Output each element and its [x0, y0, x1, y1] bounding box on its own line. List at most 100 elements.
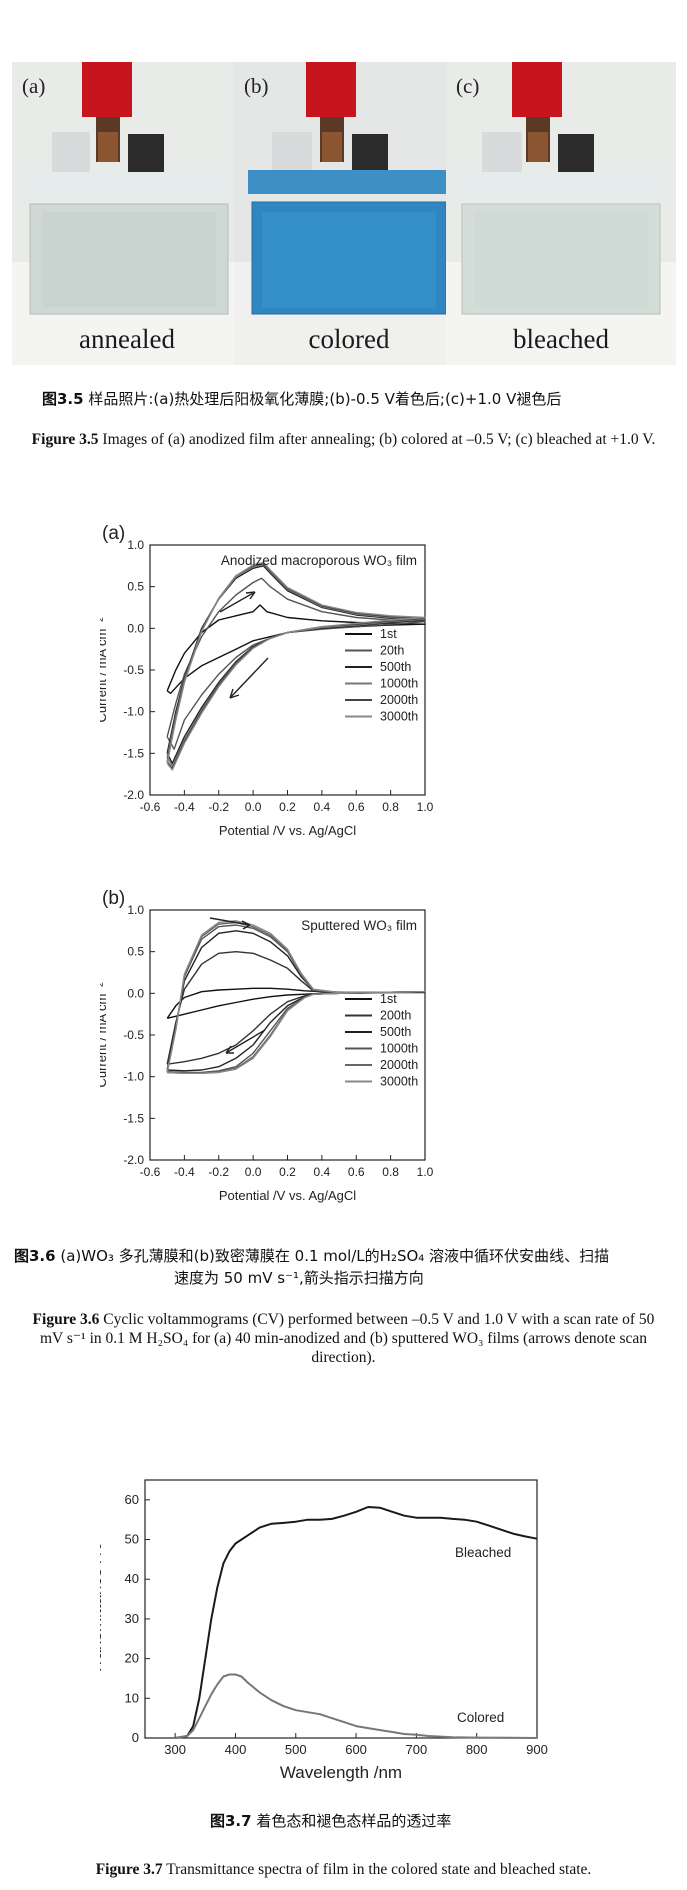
- x-tick-label: -0.6: [140, 1165, 161, 1179]
- x-tick-label: -0.6: [140, 800, 161, 814]
- caption-text: (a)WO₃ 多孔薄膜和(b)致密薄膜在 0.1 mol/L的H₂SO₄ 溶液中…: [60, 1247, 610, 1265]
- figure-3-6-caption-cn: 图3.6 (a)WO₃ 多孔薄膜和(b)致密薄膜在 0.1 mol/L的H₂SO…: [14, 1245, 674, 1289]
- annotation-colored: Colored: [457, 1710, 504, 1725]
- photo-label: annealed: [79, 324, 175, 354]
- y-tick-label: 40: [125, 1571, 139, 1586]
- y-tick-label: -1.5: [123, 1111, 144, 1125]
- photo-label: bleached: [513, 324, 609, 354]
- x-tick-label: -0.4: [174, 800, 195, 814]
- legend-label: 1st: [380, 627, 397, 641]
- photo-letter: (c): [456, 74, 480, 98]
- series-line-Colored: [175, 1673, 538, 1739]
- y-tick-label: -1.0: [123, 1070, 144, 1084]
- x-axis-label: Potential /V vs. Ag/AgCl: [219, 823, 356, 838]
- caption-text: Images of (a) anodized film after anneal…: [102, 431, 656, 448]
- series-line-Bleached: [175, 1506, 538, 1739]
- y-tick-label: -2.0: [123, 788, 144, 802]
- caption-text: 着色态和褪色态样品的透过率: [256, 1812, 452, 1830]
- y-tick-label: 0.5: [127, 580, 144, 594]
- x-tick-label: 0.0: [245, 1165, 262, 1179]
- photo-letter: (b): [244, 74, 269, 98]
- y-tick-label: 1.0: [127, 903, 144, 917]
- x-tick-label: 0.6: [348, 1165, 365, 1179]
- cv-chart-sputtered: -0.6 -0.4 -0.2 0.0 0.2 0.4 0.6 0.8 1.0 1.0 0.5 0.0 -…: [100, 888, 434, 1203]
- y-tick-label: -2.0: [123, 1153, 144, 1167]
- series-line-1st: [166, 604, 426, 695]
- chart-title: Sputtered WO₃ film: [301, 918, 417, 933]
- photo-bleached: (c) bleached: [446, 62, 676, 365]
- legend-label: 3000th: [380, 710, 418, 724]
- y-tick-label: -0.5: [123, 1028, 144, 1042]
- y-tick-label: 0: [132, 1730, 139, 1745]
- x-axis-label: Wavelength /nm: [280, 1763, 402, 1782]
- caption-text: Transmittance spectra of film in the col…: [166, 1861, 592, 1878]
- y-axis-label: Transmittance /%: [100, 1543, 105, 1675]
- y-axis-label: Current / mA cm⁻²: [100, 617, 109, 723]
- figure-3-5-caption-cn: 图3.5 样品照片:(a)热处理后阳极氧化薄膜;(b)-0.5 V着色后;(c)…: [42, 388, 662, 409]
- scan-arrow-down-head: [229, 688, 240, 699]
- annotation-bleached: Bleached: [455, 1545, 511, 1560]
- series-line-3000th: [166, 920, 426, 1075]
- legend-label: 500th: [380, 1025, 411, 1039]
- legend-label: 1st: [380, 992, 397, 1006]
- x-tick-label: -0.2: [208, 800, 229, 814]
- caption-number: Figure 3.7: [95, 1861, 163, 1878]
- x-tick-label: 300: [164, 1742, 186, 1757]
- x-tick-label: 1.0: [417, 1165, 434, 1179]
- caption-number: Figure 3.6: [32, 1311, 100, 1328]
- legend-label: 500th: [380, 660, 411, 674]
- x-tick-label: 400: [225, 1742, 247, 1757]
- x-tick-label: 0.8: [382, 800, 399, 814]
- legend-label: 1000th: [380, 677, 418, 691]
- y-tick-label: 60: [125, 1492, 139, 1507]
- transmittance-chart: 300 400 500 600 700 800 900 0 10 20 30 40 50 60 Wavele…: [100, 1479, 548, 1782]
- y-tick-label: 20: [125, 1651, 139, 1666]
- y-tick-label: -1.5: [123, 746, 144, 760]
- y-tick-label: 1.0: [127, 538, 144, 552]
- figure-3-7-caption-cn: 图3.7 着色态和褪色态样品的透过率: [210, 1810, 510, 1831]
- x-tick-label: 0.2: [279, 1165, 296, 1179]
- x-tick-label: 800: [466, 1742, 488, 1757]
- y-tick-label: -0.5: [123, 663, 144, 677]
- legend-label: 200th: [380, 1009, 411, 1023]
- caption-text: 样品照片:(a)热处理后阳极氧化薄膜;(b)-0.5 V着色后;(c)+1.0 …: [88, 390, 562, 408]
- scan-arrow-down: [225, 1029, 266, 1054]
- y-tick-label: 10: [125, 1690, 139, 1705]
- plot-frame: [144, 1479, 538, 1739]
- photo-colored: (b) colored: [234, 62, 464, 365]
- figure-3-6-caption-en: Figure 3.6 Cyclic voltammograms (CV) per…: [20, 1310, 667, 1367]
- chart-title: Anodized macroporous WO₃ film: [221, 553, 417, 568]
- y-tick-label: -1.0: [123, 705, 144, 719]
- x-tick-label: 0.4: [314, 800, 331, 814]
- y-tick-label: 50: [125, 1532, 139, 1547]
- scan-arrow-up-head: [241, 920, 251, 930]
- x-tick-label: 500: [285, 1742, 307, 1757]
- panel-label: (b): [102, 888, 125, 909]
- caption-number: 图3.6: [14, 1247, 56, 1265]
- x-tick-label: 1.0: [417, 800, 434, 814]
- legend-label: 20th: [380, 644, 404, 658]
- x-tick-label: 0.4: [314, 1165, 331, 1179]
- y-tick-label: 0.0: [127, 986, 144, 1000]
- legend-label: 2000th: [380, 693, 418, 707]
- photo-letter: (a): [22, 74, 46, 98]
- caption-number: 图3.7: [210, 1812, 252, 1830]
- x-tick-label: -0.2: [208, 1165, 229, 1179]
- legend-label: 3000th: [380, 1075, 418, 1089]
- y-axis-label: Current / mA cm⁻²: [100, 982, 109, 1088]
- caption-text-2: 速度为 50 mV s⁻¹,箭头指示扫描方向: [174, 1269, 424, 1287]
- caption-number: Figure 3.5: [31, 431, 99, 448]
- scan-arrow-up-head: [245, 591, 256, 600]
- panel-label: (a): [102, 523, 125, 544]
- series-line-3000th: [166, 561, 426, 771]
- photo-label: colored: [308, 324, 390, 354]
- caption-number: 图3.5: [42, 390, 84, 408]
- figure-3-5-caption-en: Figure 3.5 Images of (a) anodized film a…: [20, 430, 667, 449]
- y-tick-label: 0.5: [127, 945, 144, 959]
- figure-3-7-caption-en: Figure 3.7 Transmittance spectra of film…: [20, 1860, 667, 1879]
- legend-label: 2000th: [380, 1058, 418, 1072]
- x-tick-label: 0.2: [279, 800, 296, 814]
- x-tick-label: 0.6: [348, 800, 365, 814]
- x-tick-label: 0.8: [382, 1165, 399, 1179]
- scan-arrow-down: [229, 657, 269, 699]
